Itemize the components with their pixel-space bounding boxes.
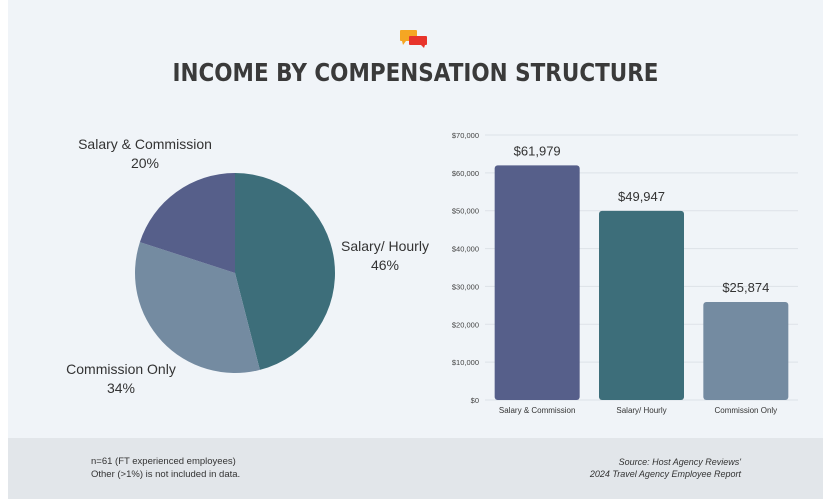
footnote-other: Other (>1%) is not included in data. (91, 469, 241, 480)
pie-label-commission-only: Commission Only 34% (58, 360, 184, 398)
pie-slice-percent: 20% (130, 155, 160, 171)
y-tick-label: $50,000 (452, 207, 479, 216)
x-tick-label: Salary/ Hourly (616, 406, 666, 415)
x-tick-label: Salary & Commission (499, 406, 575, 415)
pie-slice-salary-hourly (235, 173, 336, 370)
footnote-sample: n=61 (FT experienced employees) (91, 456, 236, 467)
pie-slice-name: Salary/ Hourly (341, 238, 429, 254)
source-citation: Source: Host Agency Reviews' 2024 Travel… (590, 456, 741, 480)
bar-commission-only (703, 302, 789, 400)
pie-label-salary-hourly: Salary/ Hourly 46% (330, 237, 440, 275)
pie-label-salary-commission: Salary & Commission 20% (70, 135, 220, 173)
y-tick-label: $0 (471, 396, 479, 405)
bar-salary-commission (494, 165, 580, 400)
pie-slice-name: Commission Only (66, 361, 176, 377)
pie-slice-percent: 46% (370, 257, 400, 273)
y-tick-label: $60,000 (452, 169, 479, 178)
chat-bubbles-logo-icon (400, 30, 427, 48)
y-tick-label: $40,000 (452, 245, 479, 254)
pie-slice-percent: 34% (106, 380, 136, 396)
pie-slice-commission-only (134, 242, 260, 373)
pie-slice-name: Salary & Commission (78, 136, 212, 152)
pie-slice-salary-commission (139, 173, 235, 273)
source-line-2: 2024 Travel Agency Employee Report (589, 469, 741, 479)
page-title: INCOME BY COMPENSATION STRUCTURE (172, 58, 659, 87)
source-line-1: Source: Host Agency Reviews' (618, 457, 741, 467)
bar-value-label: $49,947 (618, 189, 665, 204)
bar-salary-hourly (599, 210, 684, 400)
bar-value-label: $25,874 (722, 280, 769, 295)
y-tick-label: $70,000 (452, 131, 479, 140)
footer-bar (8, 438, 823, 499)
x-tick-label: Commission Only (714, 406, 777, 415)
pie-chart (134, 173, 336, 373)
bar-chart: $0 $10,000 $20,000 $30,000 $40,000 $50,000 $60… (452, 131, 798, 415)
y-tick-label: $20,000 (452, 320, 479, 329)
y-tick-label: $30,000 (452, 282, 479, 291)
footnote: n=61 (FT experienced employees) Other (>… (91, 455, 240, 481)
bar-value-label: $61,979 (514, 143, 561, 158)
y-tick-label: $10,000 (452, 358, 479, 367)
